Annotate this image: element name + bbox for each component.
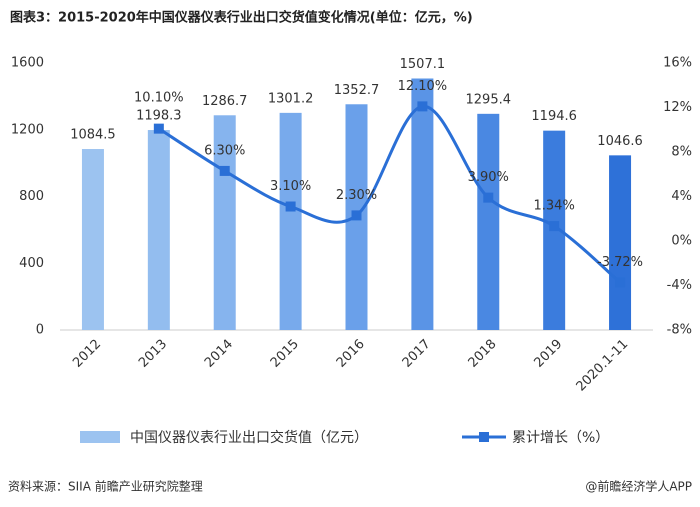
legend-marker: [479, 432, 489, 442]
legend-label: 累计增长（%）: [512, 430, 609, 446]
y-tick-label: 800: [19, 189, 44, 204]
growth-line: [158, 104, 622, 284]
line-value-label: 2.30%: [336, 188, 377, 203]
chart-title: 图表3：2015-2020年中国仪器仪表行业出口交货值变化情况(单位：亿元，%): [10, 10, 473, 26]
bar-value-label: 1084.5: [70, 128, 116, 143]
bar-value-label: 1507.1: [400, 57, 446, 72]
line-marker: [285, 201, 296, 212]
line-value-label: 3.90%: [468, 170, 509, 185]
watermark: @前瞻经济学人APP: [585, 479, 692, 494]
y-tick-label: 400: [19, 256, 44, 271]
bar: [147, 130, 170, 330]
x-tick-label: 2013: [136, 337, 170, 371]
x-tick-label: 2019: [531, 337, 565, 371]
source: 资料来源：SIIA 前瞻产业研究院整理: [8, 479, 203, 494]
line-marker: [351, 210, 362, 221]
bar: [81, 149, 104, 330]
bar-value-label: 1198.3: [136, 109, 182, 124]
y2-tick-label: 8%: [671, 145, 692, 160]
line-value-label: 6.30%: [204, 143, 245, 158]
x-tick-label: 2014: [202, 337, 236, 371]
bar-value-label: 1295.4: [466, 92, 512, 107]
bar: [477, 113, 500, 330]
x-tick-label: 2018: [466, 337, 500, 371]
y2-tick-label: -4%: [667, 278, 692, 293]
y2-tick-label: 12%: [663, 100, 692, 115]
line-value-label: -3.72%: [597, 255, 643, 270]
x-tick-label: 2017: [400, 337, 434, 371]
x-tick-label: 2016: [334, 337, 368, 371]
bar: [279, 112, 302, 331]
line-value-label: 1.34%: [534, 199, 575, 214]
line-marker: [153, 123, 164, 134]
bar-value-label: 1286.7: [202, 94, 248, 109]
y2-tick-label: 0%: [671, 234, 692, 249]
line-marker: [219, 165, 230, 176]
line-marker: [615, 277, 626, 288]
y-tick-label: 1600: [11, 56, 44, 71]
x-tick-label: 2020.1-11: [574, 337, 632, 395]
y-tick-label: 0: [36, 323, 44, 338]
bar-value-label: 1352.7: [334, 83, 380, 98]
y2-tick-label: 4%: [671, 189, 692, 204]
x-tick-label: 2012: [70, 337, 104, 371]
line-marker: [417, 101, 428, 112]
x-tick-label: 2015: [268, 337, 302, 371]
line-value-label: 12.10%: [398, 79, 448, 94]
y-tick-label: 1200: [11, 122, 44, 137]
y2-tick-label: -8%: [667, 323, 692, 338]
line-marker: [483, 192, 494, 203]
bar-value-label: 1046.6: [597, 134, 643, 149]
y2-tick-label: 16%: [663, 56, 692, 71]
bar: [411, 78, 434, 330]
bar-value-label: 1301.2: [268, 91, 314, 106]
bar: [609, 155, 632, 330]
line-marker: [549, 221, 560, 232]
legend-label: 中国仪器仪表行业出口交货值（亿元）: [130, 429, 368, 446]
line-value-label: 10.10%: [134, 91, 184, 106]
line-value-label: 3.10%: [270, 179, 311, 194]
bar-value-label: 1194.6: [531, 109, 577, 124]
legend-swatch: [80, 431, 120, 443]
